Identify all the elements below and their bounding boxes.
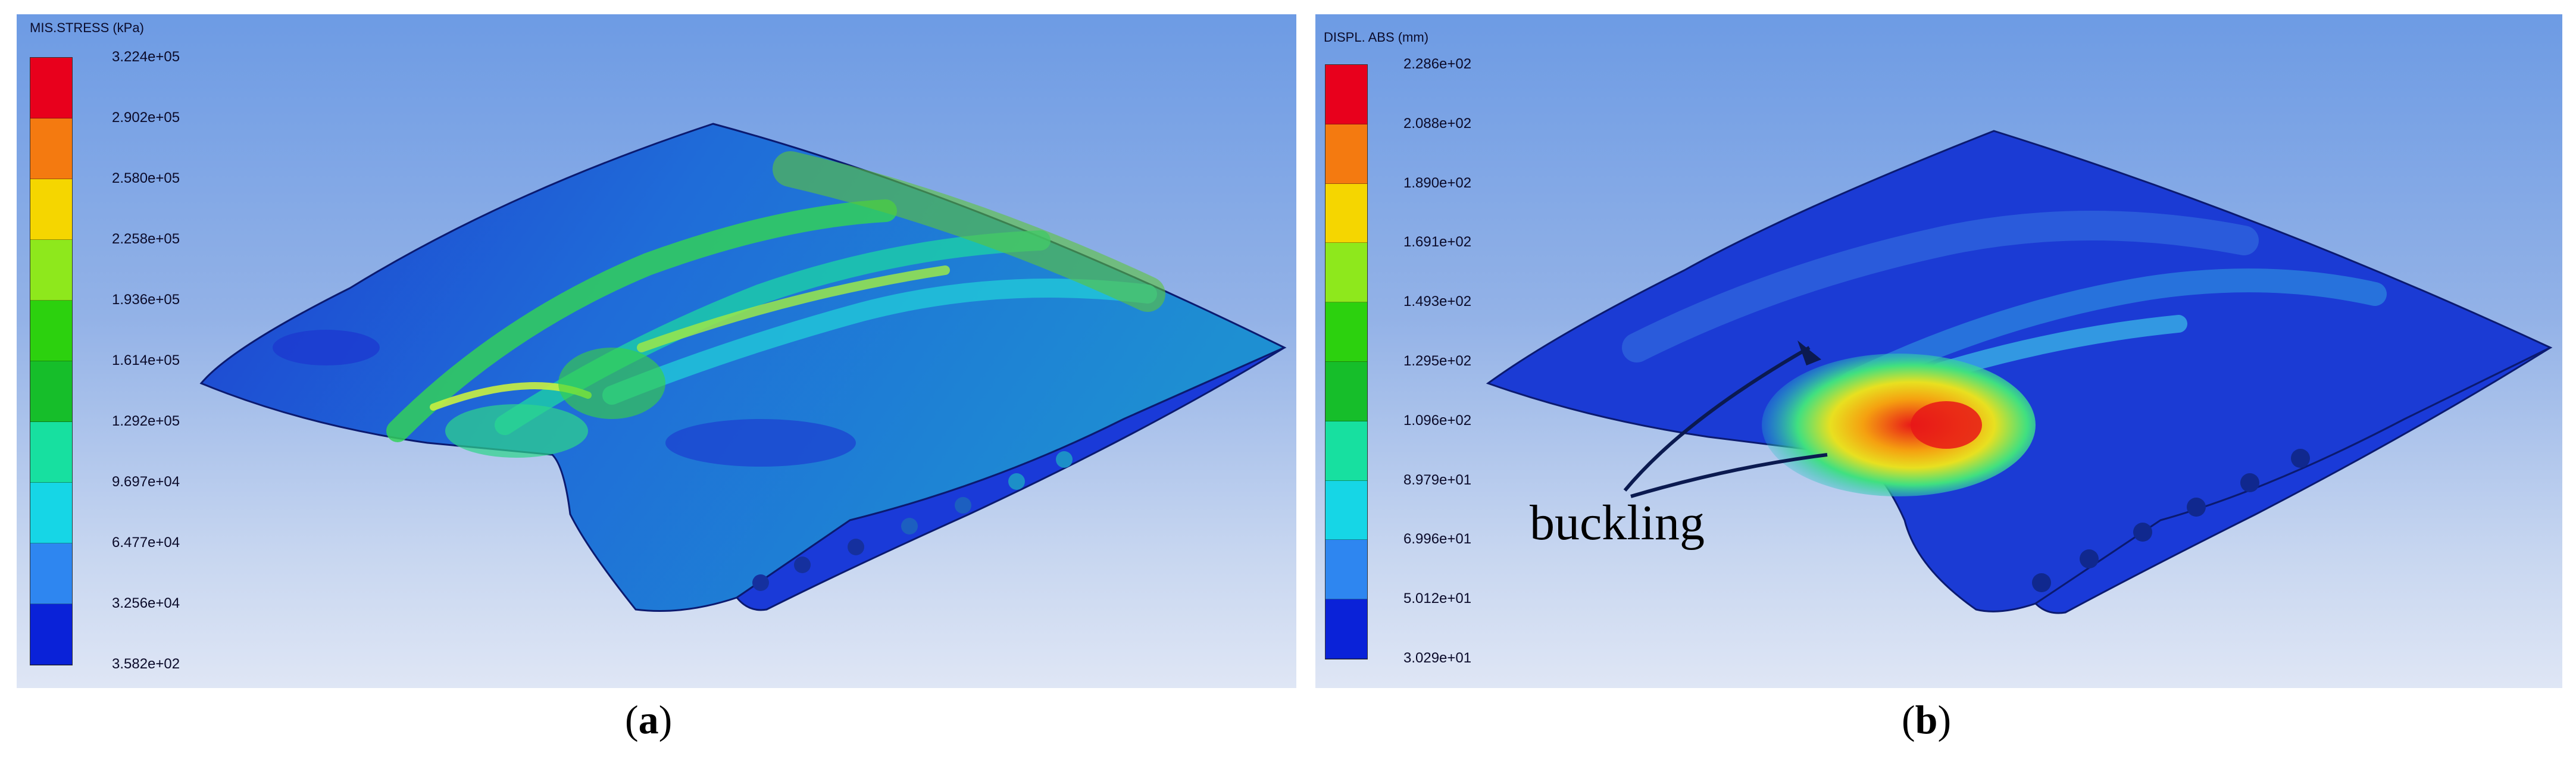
- colorbar-tick-label: 3.224e+05: [112, 49, 180, 65]
- colorbar-segment: [30, 604, 72, 665]
- colorbar-segment: [30, 118, 72, 179]
- colorbar-segment: [1325, 361, 1367, 421]
- colorbar-tick-label: 2.258e+05: [112, 231, 180, 247]
- colorbar-tick-label: 2.286e+02: [1403, 56, 1472, 72]
- colorbar-tick-label: 1.691e+02: [1403, 234, 1472, 251]
- colorbar: [1325, 64, 1368, 659]
- colorbar-tick-label: 1.890e+02: [1403, 174, 1472, 191]
- colorbar-segment: [1325, 599, 1367, 659]
- colorbar-tick-label: 2.902e+05: [112, 110, 180, 126]
- panel-label-b: (b): [1902, 697, 1952, 742]
- colorbar-segment: [1325, 540, 1367, 600]
- colorbar-tick-label: 3.582e+02: [112, 656, 180, 672]
- colorbar-segment: [1325, 183, 1367, 243]
- arrow-head-icon: [1797, 340, 1821, 365]
- colorbar-segment: [30, 179, 72, 240]
- colorbar-tick-label: 9.697e+04: [112, 474, 180, 490]
- colorbar-tick-label: 3.029e+01: [1403, 650, 1472, 666]
- colorbar-tick-label: 1.493e+02: [1403, 293, 1472, 310]
- colorbar-segment: [30, 301, 72, 361]
- colorbar-segment: [30, 58, 72, 118]
- colorbar-tick-label: 5.012e+01: [1403, 590, 1472, 607]
- colorbar-segment: [1325, 124, 1367, 184]
- colorbar-segment: [30, 543, 72, 604]
- panel-a-stress-plot: MIS.STRESS (kPa) 3.224e+05 2.902e+05 2.580…: [17, 14, 1296, 688]
- colorbar-tick-label: 2.088e+02: [1403, 115, 1472, 132]
- colorbar-segment: [1325, 480, 1367, 540]
- annotation-leader-line: [1630, 453, 1828, 498]
- panel-b-displacement-plot: DISPL. ABS (mm) 2.286e+02 2.088e+02 1.890e…: [1315, 14, 2562, 688]
- colorbar-tick-label: 1.295e+02: [1403, 353, 1472, 369]
- colorbar-tick-label: 1.614e+05: [112, 352, 180, 368]
- panel-label-a: (a): [625, 697, 673, 742]
- colorbar-tick-label: 3.256e+04: [112, 595, 180, 611]
- colorbar-tick-label: 6.477e+04: [112, 534, 180, 551]
- buckling-annotation: buckling: [1530, 495, 1705, 551]
- colorbar-segment: [1325, 421, 1367, 481]
- colorbar-tick-label: 1.096e+02: [1403, 412, 1472, 429]
- colorbar-title: DISPL. ABS (mm): [1324, 30, 1429, 45]
- wing-stress-model: [199, 123, 1287, 612]
- annotation-leader-line: [1623, 346, 1811, 492]
- colorbar-segment: [30, 483, 72, 543]
- colorbar-tick-label: 2.580e+05: [112, 170, 180, 186]
- colorbar-segment: [1325, 243, 1367, 303]
- colorbar-tick-label: 1.292e+05: [112, 413, 180, 429]
- colorbar-tick-label: 8.979e+01: [1403, 471, 1472, 488]
- colorbar-tick-label: 6.996e+01: [1403, 531, 1472, 548]
- wing-displacement-model: [1486, 130, 2553, 614]
- colorbar-tick-label: 1.936e+05: [112, 292, 180, 308]
- colorbar-segment: [30, 422, 72, 483]
- colorbar-segment: [30, 361, 72, 422]
- colorbar-segment: [1325, 65, 1367, 124]
- colorbar-segment: [30, 240, 72, 301]
- colorbar: [30, 57, 73, 665]
- colorbar-segment: [1325, 302, 1367, 362]
- colorbar-title: MIS.STRESS (kPa): [30, 20, 144, 35]
